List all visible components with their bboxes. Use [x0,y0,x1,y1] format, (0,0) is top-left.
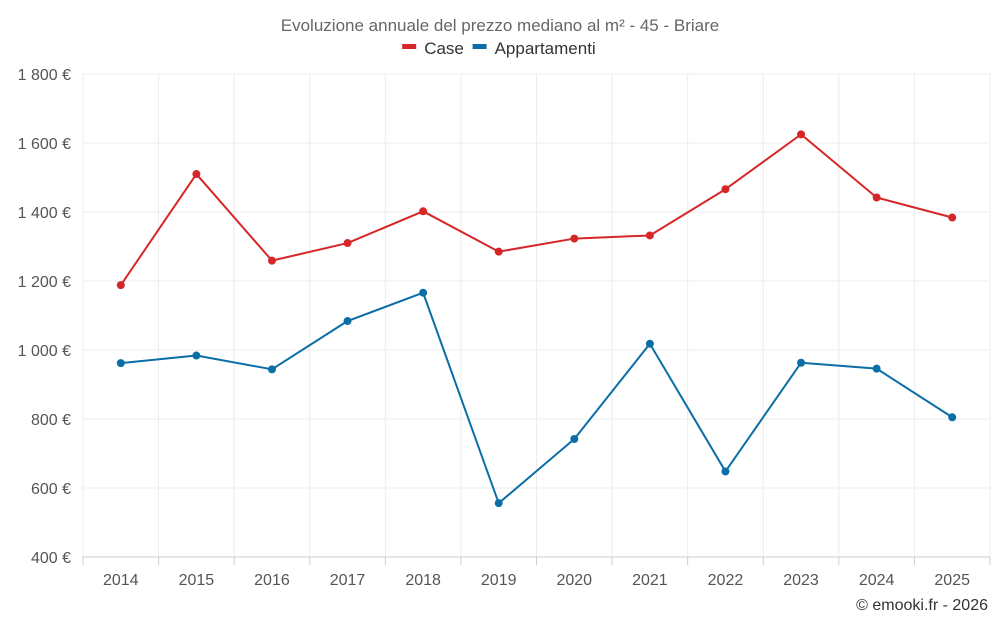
x-tick-label: 2019 [481,572,517,589]
y-tick-label: 800 € [31,412,71,429]
legend-swatch-appartamenti [472,44,487,49]
grid [82,73,991,557]
x-tick-label: 2021 [632,572,668,589]
y-tick-label: 1 600 € [18,136,71,153]
y-tick-label: 400 € [31,550,71,567]
data-point-case[interactable] [797,130,806,139]
y-tick-label: 1 200 € [18,274,71,291]
legend-item-appartamenti[interactable]: Appartamenti [472,39,596,58]
x-tick-label: 2024 [859,572,895,589]
x-tick-label: 2020 [556,572,592,589]
x-tick-label: 2014 [103,572,139,589]
y-tick-label: 1 000 € [18,343,71,360]
data-point-case[interactable] [948,213,957,222]
x-tick-label: 2015 [179,572,215,589]
data-point-appartamenti[interactable] [494,499,503,508]
data-point-appartamenti[interactable] [419,288,428,297]
series [116,130,957,508]
y-tick-label: 600 € [31,481,71,498]
data-point-appartamenti[interactable] [343,317,352,326]
data-point-appartamenti[interactable] [116,359,125,368]
legend-swatch-case [402,44,417,49]
legend: Case Appartamenti [402,39,596,58]
x-tick-label: 2018 [405,572,441,589]
data-point-appartamenti[interactable] [645,339,654,348]
credit-text: © emooki.fr - 2026 [856,597,988,614]
legend-item-case[interactable]: Case [402,39,464,58]
x-tick-label: 2025 [934,572,970,589]
x-tick-label: 2023 [783,572,819,589]
legend-label-case: Case [424,39,464,58]
data-point-case[interactable] [494,247,503,256]
axes: 400 € 600 € 800 € 1 000 € 1 200 € 1 400 € 1 60… [18,67,991,589]
x-tick-label: 2017 [330,572,366,589]
data-point-case[interactable] [721,185,730,194]
data-point-case[interactable] [267,256,276,265]
x-tick-label: 2022 [708,572,744,589]
data-point-appartamenti[interactable] [872,364,881,373]
data-point-case[interactable] [192,170,201,179]
series-line-appartamenti [120,291,953,505]
chart-title: Evoluzione annuale del prezzo mediano al… [281,16,719,35]
data-point-case[interactable] [419,207,428,216]
series-line-case [119,133,953,286]
data-point-case[interactable] [343,239,352,248]
data-point-case[interactable] [116,281,125,290]
data-point-appartamenti[interactable] [192,351,201,360]
x-tick-label: 2016 [254,572,290,589]
y-tick-label: 1 400 € [18,205,71,222]
data-point-appartamenti[interactable] [267,365,276,374]
legend-label-appartamenti: Appartamenti [495,39,596,58]
data-point-appartamenti[interactable] [570,435,579,444]
data-point-appartamenti[interactable] [721,467,730,476]
data-point-appartamenti[interactable] [948,413,957,422]
y-tick-label: 1 800 € [18,67,71,84]
data-point-case[interactable] [570,234,579,243]
data-point-case[interactable] [645,231,654,240]
series-case [116,130,957,290]
data-point-case[interactable] [872,193,881,202]
data-point-appartamenti[interactable] [797,358,806,367]
series-appartamenti [116,288,957,508]
